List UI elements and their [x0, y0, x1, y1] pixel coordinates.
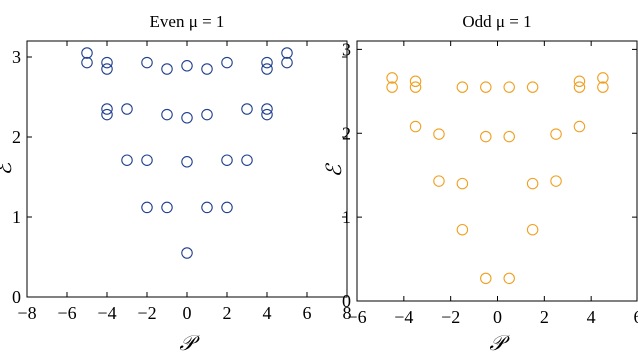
y-tick-label: 0	[12, 287, 21, 307]
x-tick-label: 2	[540, 307, 549, 327]
x-tick-label: 4	[587, 307, 596, 327]
x-tick-label: 6	[303, 303, 312, 323]
data-point	[221, 201, 233, 214]
plot-frame	[356, 40, 638, 302]
x-tick-label: 2	[223, 303, 232, 323]
y-axis-label: ℰ	[0, 160, 16, 175]
data-point	[261, 103, 273, 115]
x-tick-label: −2	[137, 303, 156, 323]
x-tick-label: −4	[97, 303, 116, 323]
x-tick-label: 0	[493, 307, 502, 327]
data-point	[261, 56, 273, 69]
x-tick-label: 4	[263, 303, 272, 323]
y-tick-label: 1	[342, 207, 351, 227]
data-point	[101, 103, 113, 115]
data-point	[503, 272, 515, 285]
data-point	[503, 81, 515, 93]
data-point	[181, 156, 193, 168]
data-point	[241, 103, 253, 115]
data-point	[121, 103, 133, 115]
data-point	[141, 154, 153, 166]
data-point	[141, 201, 153, 214]
x-tick-label: −6	[57, 303, 76, 323]
data-point	[526, 81, 539, 93]
data-point	[433, 175, 445, 187]
data-point	[221, 154, 233, 166]
data-point	[503, 130, 515, 143]
data-point	[526, 223, 539, 236]
data-point	[386, 81, 398, 93]
data-point	[456, 223, 469, 236]
x-tick-label: −4	[394, 307, 413, 327]
data-point	[409, 75, 422, 88]
x-tick-label: 8	[343, 303, 352, 323]
data-point	[241, 154, 253, 166]
data-point	[573, 81, 586, 93]
data-point	[281, 47, 293, 59]
data-point	[550, 128, 562, 140]
x-axis-label: 𝒫	[179, 331, 200, 355]
x-tick-label: −6	[347, 307, 366, 327]
data-point	[141, 56, 153, 69]
data-point	[456, 81, 469, 93]
data-point	[597, 72, 609, 84]
data-point	[201, 201, 213, 214]
data-point	[101, 63, 113, 75]
data-point	[480, 130, 492, 143]
data-point	[409, 81, 422, 93]
data-point	[386, 72, 398, 84]
chart-title: Even μ = 1	[150, 12, 225, 31]
data-point	[526, 177, 539, 190]
data-point	[456, 177, 469, 190]
x-tick-label: −2	[441, 307, 460, 327]
odd-panel: Odd μ = 1 −6 −4 −2 0 2 4 6 0 1 2 3 𝒫 ℰ	[322, 12, 638, 355]
y-tick-label: 0	[342, 291, 351, 311]
data-point	[480, 81, 492, 93]
data-point	[201, 63, 213, 75]
x-tick-label: −8	[17, 303, 36, 323]
data-point	[221, 56, 233, 69]
data-point	[81, 56, 93, 69]
data-point	[101, 108, 113, 121]
y-tick-label: 3	[12, 47, 21, 67]
data-point	[161, 63, 173, 75]
y-axis-label: ℰ	[322, 162, 346, 177]
y-tick-label: 2	[12, 127, 21, 147]
data-point	[261, 108, 273, 121]
data-point	[281, 56, 293, 69]
data-point	[433, 128, 445, 140]
data-point	[550, 175, 562, 187]
x-tick-label: 6	[634, 307, 638, 327]
data-point	[573, 120, 586, 133]
data-point	[81, 47, 93, 59]
data-point	[573, 75, 586, 88]
data-point	[181, 112, 193, 124]
data-point	[480, 272, 492, 285]
data-point	[201, 108, 213, 121]
chart-title: Odd μ = 1	[462, 12, 531, 31]
y-tick-label: 1	[12, 207, 21, 227]
y-tick-label: 2	[342, 123, 351, 143]
y-tick-label: 3	[342, 39, 351, 59]
data-point	[181, 247, 193, 259]
data-point	[101, 56, 113, 69]
x-tick-label: 0	[183, 303, 192, 323]
data-point	[409, 120, 422, 133]
data-point	[121, 154, 133, 166]
data-point	[181, 60, 193, 72]
data-point	[261, 63, 273, 75]
data-point	[597, 81, 609, 93]
x-axis-label: 𝒫	[489, 331, 510, 355]
data-point	[161, 108, 173, 121]
data-point	[161, 201, 173, 214]
even-panel: Even μ = 1−8−6−4−2024680123𝒫ℰ	[0, 12, 352, 355]
